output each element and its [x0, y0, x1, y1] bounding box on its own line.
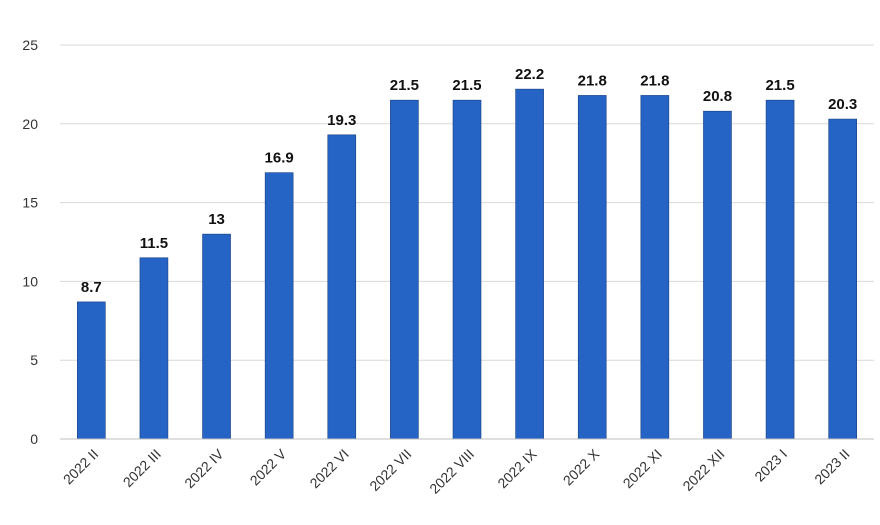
bar	[703, 110, 732, 440]
x-tick-label: 2023 I	[751, 446, 790, 485]
x-tick-label: 2022 VIII	[426, 446, 477, 497]
y-tick-label: 5	[30, 352, 38, 368]
bar	[327, 134, 357, 440]
data-label: 21.5	[765, 77, 794, 94]
data-label: 20.3	[828, 96, 857, 113]
x-axis-ticks: 2022 II 2022 III 2022 IV 2022 V 2022 VI 2022 …	[60, 445, 853, 496]
x-tick-label: 2022 III	[120, 446, 164, 490]
bar	[77, 301, 106, 440]
x-tick-label: 2022 IX	[494, 445, 540, 491]
x-tick-label: 2022 VI	[306, 446, 351, 491]
x-tick-label: 2022 II	[60, 446, 102, 488]
y-tick-label: 0	[30, 431, 38, 447]
bar	[515, 88, 544, 440]
bar	[390, 99, 419, 440]
x-tick-label: 2023 II	[811, 446, 853, 488]
bar	[640, 95, 670, 440]
data-label: 20.8	[703, 88, 732, 105]
data-labels: 8.7 11.5 13 16.9 19.3 21.5 21.5 22.2 21.8 21.8 20.…	[81, 66, 857, 296]
y-tick-label: 10	[22, 273, 38, 289]
y-tick-label: 15	[22, 195, 38, 211]
bar	[264, 172, 294, 440]
data-label: 16.9	[265, 150, 294, 167]
data-label: 19.3	[327, 112, 356, 129]
bar	[828, 118, 857, 440]
x-tick-label: 2022 V	[247, 445, 290, 488]
bars	[77, 88, 857, 440]
data-label: 8.7	[81, 279, 102, 296]
x-tick-label: 2022 IV	[181, 445, 227, 491]
bar	[202, 233, 231, 440]
data-label: 21.8	[578, 72, 607, 89]
y-tick-label: 25	[22, 37, 38, 53]
x-tick-label: 2022 XII	[679, 446, 727, 494]
bar	[765, 99, 795, 440]
x-tick-label: 2022 XI	[620, 446, 665, 491]
data-label: 22.2	[515, 66, 544, 83]
data-label: 21.5	[452, 77, 481, 94]
x-tick-label: 2022 VII	[366, 446, 414, 494]
data-label: 11.5	[140, 235, 168, 252]
x-tick-label: 2022 X	[560, 445, 603, 488]
bar	[577, 95, 607, 440]
y-axis-ticks: 0 5 10 15 20 25	[22, 37, 38, 447]
data-label: 21.5	[390, 77, 419, 94]
bar	[139, 257, 169, 440]
bar	[452, 99, 482, 440]
y-tick-label: 20	[22, 116, 38, 132]
data-label: 13	[208, 211, 225, 228]
data-label: 21.8	[640, 72, 669, 89]
